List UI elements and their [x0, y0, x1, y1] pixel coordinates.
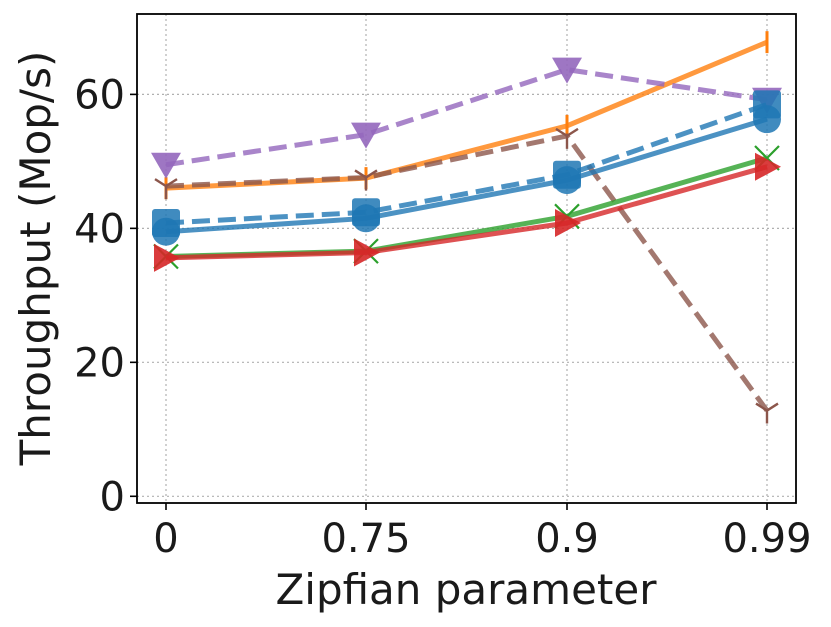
- tri-down-icon: [555, 127, 579, 149]
- series-line-7: [154, 152, 781, 272]
- x-axis-title: Zipfian parameter: [276, 565, 658, 614]
- series-path: [165, 102, 768, 226]
- y-tick-label: 60: [74, 72, 125, 118]
- series-path: [165, 164, 768, 261]
- circle-icon: [152, 217, 180, 246]
- series-path: [165, 155, 768, 259]
- axis-ticks: 0 0.75 0.9 0.99 0 20 40 60: [74, 72, 811, 562]
- triangle-right-icon: [755, 152, 781, 181]
- triangle-right-icon: [354, 238, 380, 267]
- x-tick-label: 0.99: [722, 516, 811, 562]
- series-line-3: [154, 127, 779, 424]
- triangle-down-icon: [351, 122, 381, 149]
- y-tick-label: 0: [100, 474, 125, 520]
- series-line-4: [152, 90, 781, 237]
- series-line-5: [152, 105, 781, 246]
- y-tick-label: 40: [74, 206, 125, 252]
- series-path: [165, 39, 768, 191]
- triangle-right-icon: [154, 243, 180, 272]
- series-path: [165, 116, 768, 235]
- x-tick-label: 0.75: [321, 516, 410, 562]
- x-tick-label: 0: [153, 516, 178, 562]
- circle-icon: [553, 166, 581, 195]
- y-tick-label: 20: [74, 340, 125, 386]
- series-line-6: [153, 145, 780, 270]
- triangle-down-icon: [552, 57, 582, 84]
- x-tick-label: 0.9: [535, 516, 599, 562]
- y-axis-title: Throughput (Mop/s): [11, 51, 60, 467]
- series-group: [151, 31, 782, 424]
- tri-down-icon: [154, 178, 178, 200]
- tri-down-icon: [755, 402, 779, 424]
- grid: [137, 14, 796, 503]
- tri-down-icon: [354, 169, 378, 191]
- series-path: [165, 133, 770, 413]
- plot-frame: [136, 13, 797, 504]
- triangle-right-icon: [555, 208, 581, 237]
- circle-icon: [753, 105, 781, 134]
- series-line-1: [164, 31, 769, 200]
- circle-icon: [352, 204, 380, 233]
- triangle-down-icon: [151, 152, 181, 179]
